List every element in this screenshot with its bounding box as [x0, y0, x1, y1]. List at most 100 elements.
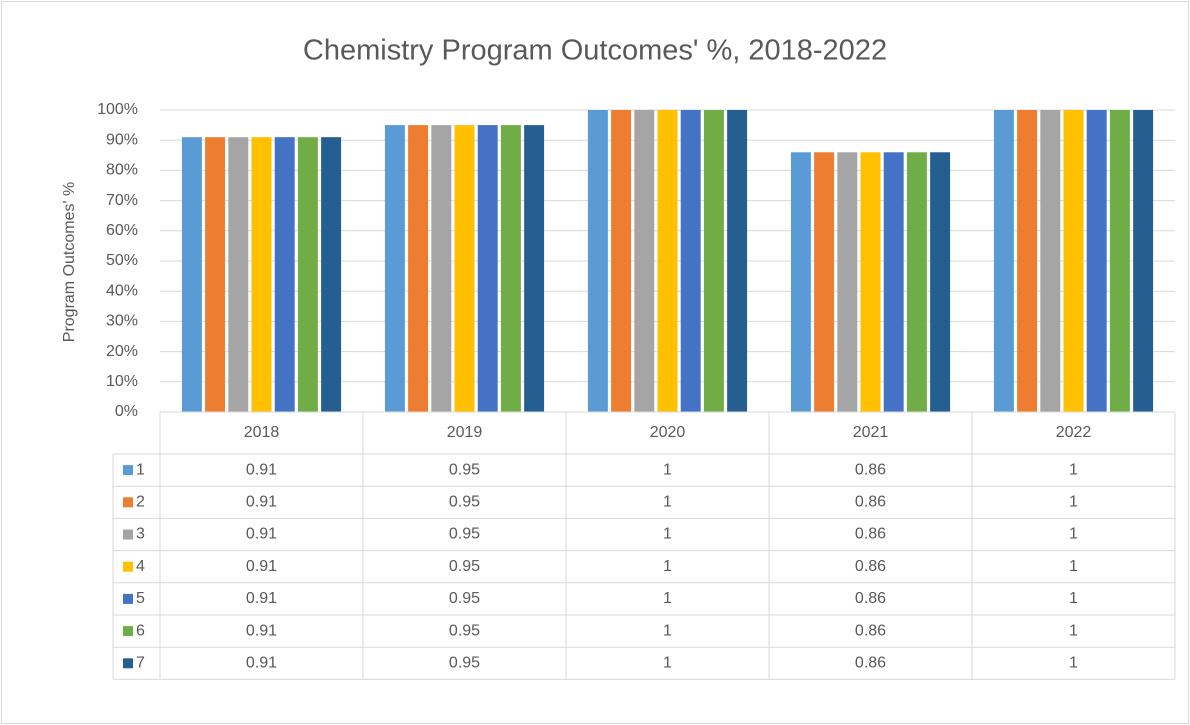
bar [408, 125, 429, 412]
table-cell: 0.95 [449, 622, 480, 639]
table-cell: 0.86 [855, 655, 886, 672]
bar [500, 125, 521, 412]
table-cell: 1 [663, 590, 672, 607]
table-cell: 0.91 [246, 526, 277, 543]
bar [431, 125, 452, 412]
legend-label: 2 [136, 494, 145, 511]
table-cell: 1 [663, 526, 672, 543]
y-tick-label: 0% [115, 403, 138, 420]
table-cell: 0.95 [449, 526, 480, 543]
chart-title: Chemistry Program Outcomes' %, 2018-2022 [303, 35, 887, 67]
table-cell: 1 [1069, 590, 1078, 607]
x-tick-label: 2019 [447, 424, 483, 441]
bar [883, 152, 904, 412]
bar [524, 125, 545, 412]
bar [228, 137, 249, 412]
bar [930, 152, 951, 412]
y-tick-label: 90% [106, 131, 138, 148]
legend-swatch [123, 593, 133, 604]
table-cell: 0.95 [449, 590, 480, 607]
table-cell: 0.86 [855, 526, 886, 543]
x-tick-label: 2021 [853, 424, 889, 441]
table-cell: 0.86 [855, 590, 886, 607]
bar [297, 137, 318, 412]
y-tick-label: 60% [106, 222, 138, 239]
bar [611, 110, 632, 412]
table-cell: 0.91 [246, 558, 277, 575]
table-cell: 0.95 [449, 494, 480, 511]
table-cell: 1 [663, 622, 672, 639]
bar [703, 110, 724, 412]
legend-label: 4 [136, 558, 145, 575]
table-cell: 1 [1069, 622, 1078, 639]
legend-swatch [123, 529, 133, 540]
bar [860, 152, 881, 412]
table-cell: 1 [663, 494, 672, 511]
table-cell: 0.91 [246, 622, 277, 639]
legend-label: 5 [136, 590, 145, 607]
table-cell: 0.86 [855, 461, 886, 478]
y-tick-label: 70% [106, 192, 138, 209]
y-tick-label: 100% [97, 101, 138, 118]
bar [634, 110, 655, 412]
bar [837, 152, 858, 412]
table-cell: 1 [1069, 655, 1078, 672]
table-cell: 1 [663, 558, 672, 575]
table-cell: 1 [1069, 558, 1078, 575]
legend-swatch [123, 626, 133, 637]
table-cell: 0.91 [246, 590, 277, 607]
legend-swatch [123, 497, 133, 508]
bar [477, 125, 498, 412]
table-cell: 0.91 [246, 655, 277, 672]
legend-swatch [123, 465, 133, 476]
table-cell: 0.95 [449, 655, 480, 672]
bar [587, 110, 608, 412]
bar [906, 152, 927, 412]
legend-label: 7 [136, 655, 145, 672]
y-tick-label: 10% [106, 373, 138, 390]
legend-label: 1 [136, 461, 145, 478]
bar [1063, 110, 1084, 412]
legend-label: 3 [136, 526, 145, 543]
bar [1017, 110, 1038, 412]
bar [274, 137, 295, 412]
table-cell: 1 [1069, 494, 1078, 511]
table-cell: 0.91 [246, 494, 277, 511]
bar [993, 110, 1014, 412]
bar [251, 137, 272, 412]
table-cell: 0.86 [855, 622, 886, 639]
table-cell: 0.95 [449, 461, 480, 478]
table-cell: 1 [1069, 526, 1078, 543]
bar [790, 152, 811, 412]
bar [384, 125, 405, 412]
table-cell: 1 [663, 461, 672, 478]
y-tick-label: 20% [106, 343, 138, 360]
table-cell: 0.95 [449, 558, 480, 575]
x-tick-label: 2018 [244, 424, 280, 441]
legend-swatch [123, 561, 133, 572]
bar [321, 137, 342, 412]
table-cell: 0.86 [855, 494, 886, 511]
y-tick-label: 30% [106, 313, 138, 330]
bar [1086, 110, 1107, 412]
bar [814, 152, 835, 412]
legend-swatch [123, 658, 133, 669]
bar [1109, 110, 1130, 412]
bar [727, 110, 748, 412]
legend-label: 6 [136, 622, 145, 639]
y-tick-label: 80% [106, 162, 138, 179]
bar [1040, 110, 1061, 412]
y-axis-label: Program Outcomes' % [61, 182, 78, 342]
table-cell: 0.91 [246, 461, 277, 478]
x-tick-label: 2022 [1056, 424, 1092, 441]
y-tick-label: 50% [106, 252, 138, 269]
table-cell: 1 [1069, 461, 1078, 478]
table-cell: 0.86 [855, 558, 886, 575]
x-tick-label: 2020 [650, 424, 686, 441]
bar [454, 125, 475, 412]
bar [680, 110, 701, 412]
bar [205, 137, 226, 412]
bar [657, 110, 678, 412]
table-cell: 1 [663, 655, 672, 672]
